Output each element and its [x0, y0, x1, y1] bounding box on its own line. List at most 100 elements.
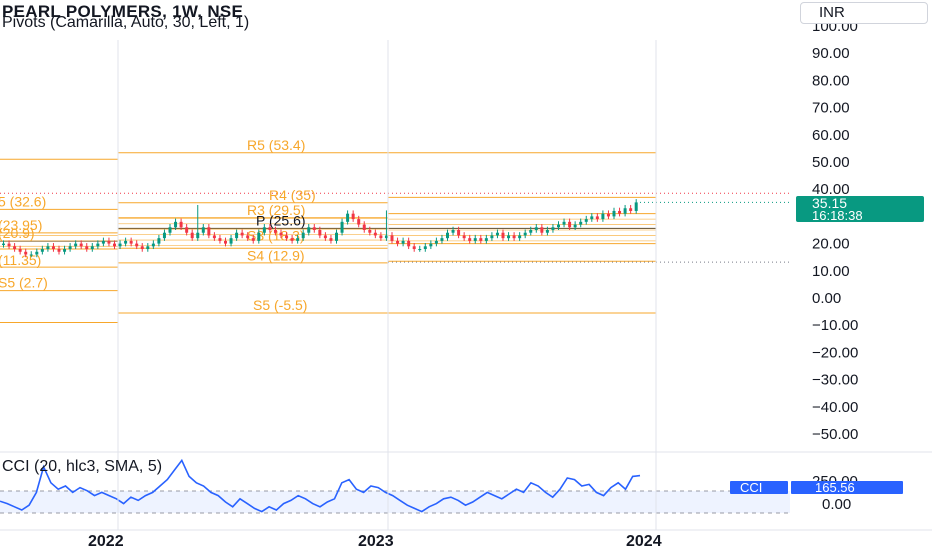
pivot-label: S5 (-5.5): [253, 297, 307, 313]
candles: [2, 199, 638, 258]
candle: [207, 227, 211, 236]
price-tag: [796, 196, 924, 222]
candle: [440, 238, 444, 241]
last-price: 35.15: [812, 195, 847, 211]
candle: [590, 216, 594, 220]
candle: [329, 238, 333, 241]
pivot-label: R4 (35): [269, 187, 316, 203]
candle: [2, 243, 5, 245]
candle: [307, 227, 311, 233]
pivot-label: S5 (2.7): [0, 275, 48, 291]
candle: [335, 232, 338, 241]
candle: [85, 246, 89, 250]
candle: [318, 230, 322, 236]
candle: [429, 243, 433, 247]
cci-legend[interactable]: CCI (20, hlc3, SMA, 5): [2, 458, 163, 475]
cci-axis-label: 0.00: [822, 496, 851, 513]
candle: [545, 230, 549, 233]
candle: [573, 224, 577, 228]
pivot-label: (11.35): [0, 252, 41, 268]
candle: [579, 221, 583, 225]
candle: [285, 235, 289, 239]
candle: [551, 227, 555, 230]
candle: [562, 221, 566, 225]
candle: [351, 213, 355, 220]
candle: [568, 221, 572, 228]
candle: [218, 238, 222, 241]
candle: [129, 240, 133, 244]
candle: [634, 202, 638, 211]
candle: [224, 240, 227, 244]
candle: [362, 224, 366, 230]
symbol-title[interactable]: PEARL POLYMERS, 1W, NSE: [2, 2, 244, 21]
candle: [107, 240, 111, 244]
price-axis-label: −50.00: [812, 426, 858, 443]
indicator-legend[interactable]: Pivots (Camarilla, Auto, 30, Left, 1): [2, 14, 250, 31]
candle: [512, 235, 516, 239]
pivot-label: S3 (18.3): [247, 228, 305, 244]
candle: [373, 232, 377, 236]
candle: [185, 227, 189, 233]
candle: [340, 221, 344, 233]
price-axis-label: 80.00: [812, 72, 850, 89]
candle: [612, 210, 616, 217]
pivot-label: (20.9): [0, 225, 35, 241]
time-axis-label: 2024: [626, 533, 662, 550]
candle: [501, 232, 505, 239]
candle: [468, 238, 472, 241]
candle: [146, 246, 150, 250]
candle: [251, 238, 255, 241]
candle: [18, 249, 22, 252]
candle: [407, 240, 411, 247]
pivot-label: R5 (53.4): [247, 137, 305, 153]
candle: [13, 246, 17, 250]
candle: [629, 208, 633, 211]
candle: [262, 227, 266, 233]
candle: [401, 240, 405, 244]
pivot-label: P (25.6): [256, 212, 306, 228]
candle: [534, 227, 538, 230]
candle: [118, 243, 122, 247]
pivot-label: R3 (29.5): [247, 202, 305, 218]
candle: [40, 249, 44, 252]
candle: [57, 249, 61, 252]
cci-tag: [730, 481, 788, 494]
candle: [35, 251, 39, 255]
time-axis-label: 2022: [88, 533, 124, 550]
candle: [168, 227, 172, 233]
cci-band: [0, 491, 790, 513]
candle: [623, 208, 627, 214]
candle: [24, 251, 28, 255]
candle: [368, 230, 372, 233]
price-axis-label: 70.00: [812, 100, 850, 117]
candle: [518, 235, 522, 239]
candle: [235, 232, 239, 239]
candle: [434, 240, 438, 244]
pivot-labels: R5 (53.4) R4 (35)R3 (29.5)P (25.6)S3 (18.…: [0, 137, 316, 313]
price-axis-label: 40.00: [812, 181, 850, 198]
candle: [157, 238, 161, 244]
candle: [162, 232, 166, 239]
candle: [557, 224, 560, 228]
candle: [140, 246, 144, 250]
cci-value: 165.56: [815, 480, 855, 495]
price-axis-label: −10.00: [812, 317, 858, 334]
candle: [584, 219, 588, 222]
candle: [451, 230, 455, 233]
price-axis-label: 60.00: [812, 127, 850, 144]
pivot-label: 5 (32.6): [0, 193, 46, 209]
candle: [312, 227, 316, 230]
candle: [540, 227, 544, 233]
candle: [457, 230, 461, 236]
candle: [257, 232, 261, 241]
candle: [423, 246, 427, 250]
candle: [484, 238, 488, 241]
currency-button[interactable]: INR: [800, 2, 928, 24]
candle: [523, 232, 527, 236]
price-axis-label: 10.00: [812, 263, 850, 280]
candle: [96, 243, 100, 247]
candle: [473, 238, 477, 241]
candle: [46, 246, 50, 250]
